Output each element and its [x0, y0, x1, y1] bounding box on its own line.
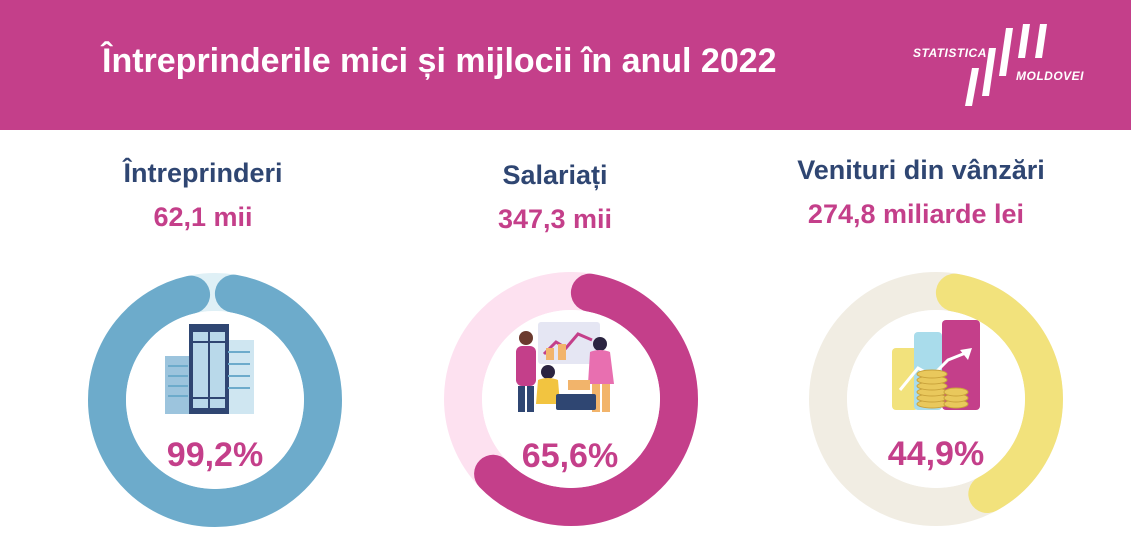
- logo-text-statistica: STATISTICA: [913, 46, 987, 60]
- chart-2-subtitle: 347,3 mii: [497, 204, 613, 234]
- coins-growth-chart-icon: [892, 320, 980, 410]
- chart-1-subtitle: 62,1 mii: [153, 202, 253, 232]
- donut-value-arc: [444, 272, 698, 526]
- donut-value-arc: [809, 272, 1063, 526]
- page-title: Întreprinderile mici și mijlocii în anul…: [102, 42, 777, 80]
- chart-3-percent-label: 44,9%: [887, 435, 985, 473]
- chart-1-percent-label: 99,2%: [166, 436, 264, 474]
- chart-2-title: Salariați: [502, 160, 608, 190]
- chart-3-title: Venituri din vânzări: [797, 155, 1045, 185]
- donut-value-arc: [88, 273, 342, 527]
- statistica-moldovei-logo: STATISTICA MOLDOVEI: [910, 18, 1110, 113]
- chart-1-title: Întreprinderi: [123, 158, 283, 188]
- office-buildings-icon: [165, 324, 254, 414]
- logo-text-moldovei: MOLDOVEI: [1016, 69, 1085, 83]
- office-team-icon: [516, 322, 614, 412]
- chart-2-percent-label: 65,6%: [521, 437, 619, 475]
- chart-3-subtitle: 274,8 miliarde lei: [807, 199, 1025, 229]
- header-bar: Întreprinderile mici și mijlocii în anul…: [0, 0, 1131, 130]
- logo-bars-icon: [965, 24, 1047, 106]
